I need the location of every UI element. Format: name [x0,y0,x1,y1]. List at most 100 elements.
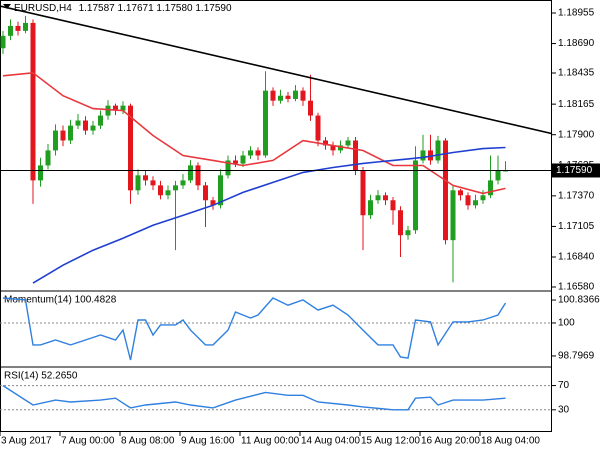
candle-body [38,165,43,181]
candle-body [8,25,13,36]
candle-body [150,180,156,186]
candle-body [360,170,366,216]
candle-body [278,95,283,101]
candle-body [300,90,306,101]
y-tick-label: 1.18690 [558,38,595,49]
candle-body [473,200,478,206]
candle-body [60,130,66,141]
candle-body [113,105,118,111]
candle-body [248,150,253,156]
candle-body [323,140,328,146]
y-tick-label: 100 [558,318,575,329]
candle-body [458,190,463,196]
panel-icon [3,4,11,9]
candle-body [225,160,231,176]
candle-body [435,140,441,161]
y-tick-label: 1.18165 [558,99,595,110]
candle-body [68,125,73,141]
candle-body [443,140,448,241]
candle-body [0,35,6,49]
candle-body [308,100,313,116]
candle-body [375,195,381,201]
chart-frame [0,0,552,432]
candle-body [495,170,501,181]
indicator-title: RSI(14) 52.2650 [4,371,78,382]
candle-body [143,175,148,181]
candle-body [345,140,351,146]
candle-body [195,165,201,186]
candle-body [368,200,373,216]
candle-body [263,90,268,156]
candle-body [105,105,111,116]
candle-body [180,180,186,186]
symbol-title: EURUSD,H4 [14,3,72,14]
candle-body [218,175,223,206]
candle-body [120,105,126,111]
x-tick-label: 18 Aug 04:00 [481,436,540,447]
candle-body [83,120,88,131]
x-tick-label: 14 Aug 04:00 [301,436,360,447]
x-tick-label: 15 Aug 12:00 [361,436,420,447]
y-tick-label: 1.16840 [558,252,595,263]
candle-body [270,90,276,101]
y-tick-label: 1.17370 [558,190,595,201]
last-price-label: 1.17590 [556,165,593,176]
candle-body [488,180,493,196]
y-tick-label: 30 [558,404,570,415]
overlay-line [32,146,506,284]
candle-body [188,165,193,181]
x-tick-label: 11 Aug 00:00 [241,436,300,447]
candle-body [405,230,411,236]
candle-body [420,150,426,161]
x-tick-label: 7 Aug 00:00 [61,436,115,447]
candle-body [255,150,261,156]
candle-body [240,155,246,164]
candle-body [390,200,396,211]
candle-body [15,25,21,31]
candle-body [98,115,103,126]
candle-body [330,145,336,151]
y-tick-label: 1.18435 [558,68,595,79]
x-tick-label: 8 Aug 08:00 [121,436,175,447]
y-tick-label: 1.17900 [558,129,595,140]
y-tick-label: 70 [558,380,570,391]
x-tick-label: 16 Aug 20:00 [421,436,480,447]
candle-body [465,195,471,206]
candle-body [135,175,141,191]
candle-body [398,210,403,236]
candle-body [233,160,238,164]
x-tick-label: 9 Aug 16:00 [181,436,235,447]
candle-body [158,185,163,196]
y-tick-label: 1.16580 [558,282,595,293]
y-tick-label: 98.7969 [558,351,595,362]
ohlc-header: 1.17587 1.17671 1.17580 1.17590 [79,3,232,14]
overlay-line [0,5,553,135]
candle-body [338,145,343,151]
overlay-line [2,71,506,195]
candle-body [315,115,321,141]
indicator-line [2,297,507,361]
candle-body [210,200,216,206]
candle-body [53,130,58,151]
indicator-line [2,385,506,411]
candle-body [45,150,51,166]
y-tick-label: 1.18955 [558,8,595,19]
candle-body [30,22,36,181]
candle-body [293,90,298,99]
candle-body [480,195,486,201]
candle-body [413,160,418,231]
last-price-box [552,163,600,178]
candle-body [203,185,208,201]
candle-body [173,185,178,191]
candle-body [90,125,96,131]
candle-body [353,140,358,171]
candle-body [450,190,456,241]
candle-body [75,120,81,126]
y-tick-label: 1.17105 [558,221,595,232]
y-tick-label: 100.8366 [558,295,600,306]
candle-body [383,195,388,201]
candle-body [165,190,171,196]
x-tick-label: 3 Aug 2017 [1,436,52,447]
